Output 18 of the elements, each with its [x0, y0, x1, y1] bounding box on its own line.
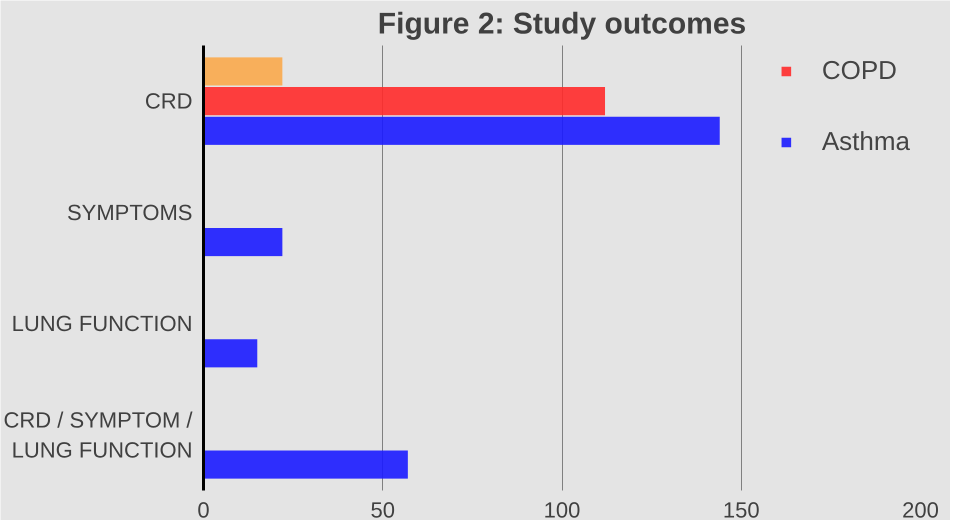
y-tick-label: SYMPTOMS [67, 200, 193, 225]
y-tick-label: LUNG FUNCTION [12, 311, 193, 336]
bar [204, 228, 282, 256]
bar [204, 450, 408, 479]
bar [204, 339, 258, 368]
chart-title: Figure 2: Study outcomes [378, 8, 746, 40]
x-tick-label: 100 [544, 498, 580, 522]
bar [204, 57, 282, 86]
legend-label: COPD [822, 55, 897, 86]
y-tick-label: CRD [144, 88, 193, 114]
bar [204, 87, 606, 116]
x-tick-label: 200 [902, 498, 939, 522]
x-tick-label: 150 [722, 498, 760, 522]
y-tick-label: CRD / SYMPTOM / LUNG FUNCTION [3, 407, 194, 462]
x-tick-label: 0 [197, 498, 210, 522]
bar [204, 116, 720, 145]
legend-label: Asthma [822, 126, 910, 157]
x-tick-label: 50 [370, 498, 395, 522]
